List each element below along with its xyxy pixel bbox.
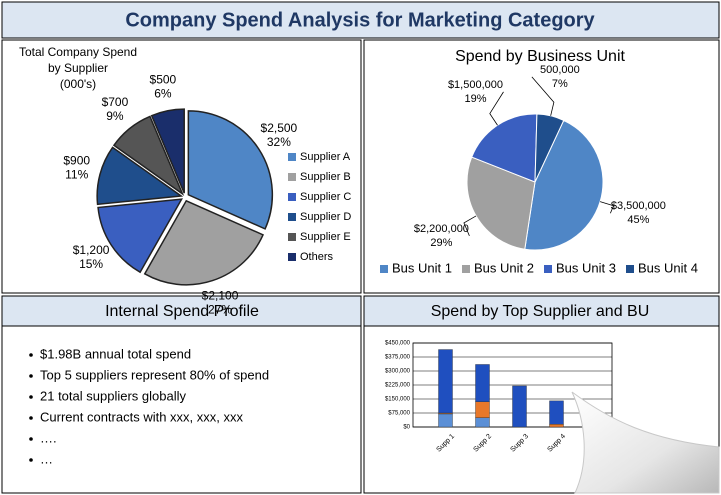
bullet-text: Current contracts with xxx, xxx, xxx [40, 409, 243, 424]
y-tick-label: $300,000 [385, 369, 411, 375]
bullet [29, 437, 33, 441]
pie-slice [143, 199, 265, 286]
legend-swatch [380, 265, 388, 273]
legend-swatch [544, 265, 552, 273]
bullet-text: Top 5 suppliers represent 80% of spend [40, 367, 269, 382]
pie-slice [97, 198, 184, 274]
data-label: 45% [627, 214, 649, 226]
legend-label: Others [300, 251, 334, 263]
legend-label: Supplier A [300, 151, 351, 163]
bar-segment [475, 401, 490, 418]
bar-segment [475, 364, 490, 403]
legend-swatch [288, 193, 296, 201]
data-label: $3,500,000 [611, 200, 666, 212]
legend-swatch [626, 265, 634, 273]
bar-segment [438, 413, 453, 428]
header-bar [1, 1, 720, 39]
bar-segment [549, 400, 564, 425]
bar-segment [438, 349, 453, 414]
bar-segment [549, 424, 564, 428]
data-label: $1,500,000 [448, 79, 503, 91]
leader-line [489, 91, 504, 126]
y-tick-label: $150,000 [385, 397, 411, 403]
panel [1, 325, 362, 494]
y-tick-label: $450,000 [385, 341, 411, 347]
legend-label: Bus Unit 1 [392, 260, 452, 275]
pie-slice [187, 110, 274, 230]
data-label: 6% [154, 86, 172, 100]
pie-slice [534, 113, 565, 183]
leader-line [531, 76, 555, 116]
bullet-text: … [40, 451, 53, 466]
legend-label: Bus Unit 3 [556, 260, 616, 275]
y-tick-label: $225,000 [385, 383, 411, 389]
chart-title: Total Company Spend [19, 45, 137, 59]
data-label: $2,200,000 [414, 223, 469, 235]
data-label: $2,100 [202, 289, 239, 303]
legend-swatch [288, 153, 296, 161]
chart-title: (000's) [60, 77, 96, 91]
leader-line [463, 215, 477, 237]
legend-label: Supplier E [300, 231, 351, 243]
bullet-text: …. [40, 430, 57, 445]
bullet [29, 458, 33, 462]
pie-slice [524, 119, 604, 251]
data-label: $1,200 [73, 243, 110, 257]
legend-label: Supplier C [300, 191, 351, 203]
pie-slice [471, 113, 538, 183]
data-label: 27% [208, 303, 232, 317]
chart-title: Spend by Business Unit [455, 48, 625, 65]
bullet-text: 21 total suppliers globally [40, 388, 186, 403]
legend-swatch [462, 265, 470, 273]
data-label: 19% [464, 93, 486, 105]
bullet-text: $1.98B annual total spend [40, 346, 191, 361]
data-label: 29% [430, 237, 452, 249]
y-tick-label: $75,000 [388, 411, 410, 417]
legend-swatch [288, 173, 296, 181]
bar-segment [512, 385, 527, 428]
data-label: $700 [102, 95, 129, 109]
data-label: $2,500 [261, 121, 298, 135]
bullet [29, 353, 33, 357]
data-label: 15% [79, 257, 103, 271]
page-curl [571, 391, 720, 494]
legend-label: Supplier B [300, 171, 351, 183]
legend-label: Supplier D [300, 211, 351, 223]
data-label: 9% [106, 109, 124, 123]
data-label: $900 [63, 154, 90, 168]
legend-swatch [288, 253, 296, 261]
y-tick-label: $0 [403, 425, 410, 431]
legend-label: Bus Unit 4 [638, 260, 698, 275]
pie-slice [112, 115, 185, 197]
data-label: 32% [267, 135, 291, 149]
pie-slice [96, 146, 184, 206]
y-tick-label: $375,000 [385, 355, 411, 361]
page-title: Company Spend Analysis for Marketing Cat… [125, 9, 595, 31]
bullet [29, 374, 33, 378]
chart-title: by Supplier [48, 61, 108, 75]
data-label: 11% [65, 168, 88, 182]
bar-segment [475, 417, 490, 428]
leader-line [599, 201, 615, 214]
legend-swatch [288, 213, 296, 221]
bullet [29, 416, 33, 420]
pie-slice [150, 108, 185, 194]
legend-label: Bus Unit 2 [474, 260, 534, 275]
bullet [29, 395, 33, 399]
data-label: 500,000 [540, 64, 580, 76]
pie-slice [466, 156, 536, 250]
legend-swatch [288, 233, 296, 241]
data-label: 7% [552, 78, 568, 90]
panel-title: Spend by Top Supplier and BU [431, 303, 650, 320]
data-label: $500 [150, 72, 177, 86]
panel-title: Internal Spend Profile [105, 303, 259, 320]
